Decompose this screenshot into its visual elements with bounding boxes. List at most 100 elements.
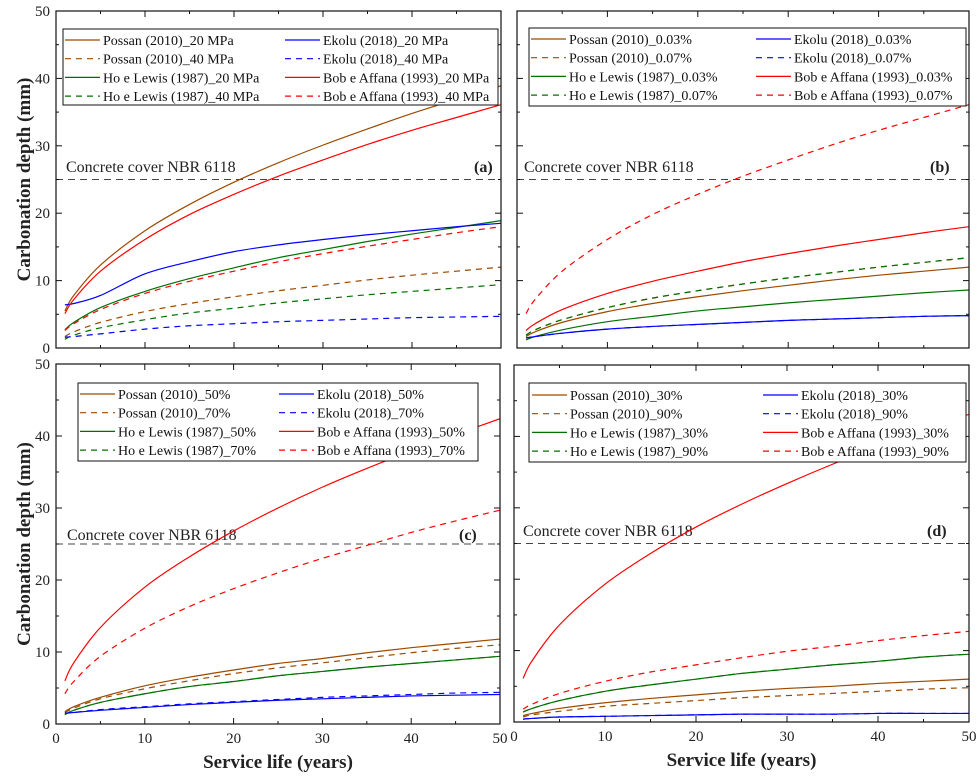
y-tick-label: 40 xyxy=(35,71,50,87)
legend-entry: Bob e Affana (1993)_50% xyxy=(317,425,465,440)
legend-entry: Bob e Affana (1993)_0.03% xyxy=(794,70,953,85)
series-line-ekolu-2018-90- xyxy=(523,712,969,720)
series-line-ho-e-lewis-1987-90- xyxy=(522,653,969,713)
legend: Possan (2010)_0.03% Possan (2010)_0.07% Ho… xyxy=(528,27,967,107)
series-line-bob-e-affana-1993-70- xyxy=(64,509,500,695)
y-tick-label: 50 xyxy=(35,357,50,373)
legend-entry: Ekolu (2018)_90% xyxy=(801,408,908,423)
y-tick-label: 10 xyxy=(35,645,50,661)
legend-entry: Bob e Affana (1993)_30% xyxy=(801,426,949,441)
series-line-possan-2010-30- xyxy=(522,678,969,717)
y-tick-label: 40 xyxy=(35,429,50,445)
series-line-bob-e-affana-1993-0-07- xyxy=(525,104,969,314)
series-line-ekolu-2018-40-mpa xyxy=(64,315,501,338)
y-tick-label: 20 xyxy=(35,206,50,222)
legend-entry: Possan (2010)_0.07% xyxy=(569,52,692,67)
legend-entry: Ho e Lewis (1987)_70% xyxy=(118,444,256,459)
legend-box xyxy=(77,382,479,462)
x-tick-label: 10 xyxy=(598,729,613,745)
legend-entry: Ho e Lewis (1987)_0.03% xyxy=(569,70,718,85)
x-axis-label: Service life (years) xyxy=(667,750,817,771)
legend-entry: Bob e Affana (1993)_40 MPa xyxy=(323,90,490,105)
series-line-ekolu-2018-0-03- xyxy=(525,315,969,339)
series-line-ho-e-lewis-1987-40-mpa xyxy=(64,284,501,340)
chart-panel-a: Concrete cover NBR 6118 (a) 0 10 20 30 40 50 Car… xyxy=(14,4,502,357)
series-line-possan-2010-20-mpa xyxy=(64,85,501,312)
x-tick-label: 30 xyxy=(780,729,795,745)
chart-panel-d: Concrete cover NBR 6118 (d) 0 10 20 30 40 50 Ser… xyxy=(510,364,977,771)
series-line-possan-2010-90- xyxy=(522,687,969,718)
legend-entry: Possan (2010)_90% xyxy=(570,408,683,423)
legend-entry: Ekolu (2018)_30% xyxy=(801,389,908,404)
legend-entry: Ekolu (2018)_0.07% xyxy=(794,52,912,67)
legend: Possan (2010)_50% Possan (2010)_70% Ho e L… xyxy=(77,382,479,462)
series-line-bob-e-affana-1993-40-mpa xyxy=(64,226,501,331)
legend-entry: Possan (2010)_30% xyxy=(570,389,683,404)
legend-box xyxy=(528,382,967,463)
y-tick-label: 10 xyxy=(35,274,50,290)
legend-entry: Possan (2010)_40 MPa xyxy=(103,53,234,68)
y-tick-label: 30 xyxy=(35,139,50,155)
panel-label: (d) xyxy=(927,523,947,540)
y-tick-label: 20 xyxy=(35,573,50,589)
y-tick-label: 30 xyxy=(35,501,50,517)
x-tick-label: 40 xyxy=(404,731,419,747)
series-group xyxy=(64,85,501,340)
y-tick-label: 50 xyxy=(35,4,50,20)
x-tick-label: 30 xyxy=(315,731,330,747)
legend: Possan (2010)_30% Possan (2010)_90% Ho e L… xyxy=(528,382,967,463)
legend-entry: Possan (2010)_20 MPa xyxy=(103,34,234,49)
x-tick-label: 50 xyxy=(962,729,977,745)
legend-entry: Bob e Affana (1993)_70% xyxy=(317,444,465,459)
y-axis-label: Carbonation depth (mm) xyxy=(14,442,35,646)
legend-entry: Ekolu (2018)_50% xyxy=(317,388,424,403)
chart-panel-c: Concrete cover NBR 6118 (c) 0 10 20 30 40 50 Car… xyxy=(14,357,508,773)
series-line-possan-2010-70- xyxy=(64,644,500,714)
x-tick-label: 0 xyxy=(52,731,60,747)
x-tick-label: 10 xyxy=(137,731,152,747)
series-group xyxy=(525,104,969,341)
legend-entry: Ekolu (2018)_0.03% xyxy=(794,33,912,48)
y-tick-label: 0 xyxy=(43,717,51,733)
series-line-ho-e-lewis-1987-50- xyxy=(64,655,500,716)
legend-entry: Ho e Lewis (1987)_40 MPa xyxy=(103,90,260,105)
series-line-ho-e-lewis-1987-30- xyxy=(522,653,969,713)
legend-entry: Ho e Lewis (1987)_20 MPa xyxy=(103,71,260,86)
reference-line-label: Concrete cover NBR 6118 xyxy=(523,523,693,540)
legend-entry: Ekolu (2018)_40 MPa xyxy=(323,53,449,68)
legend-entry: Ho e Lewis (1987)_50% xyxy=(118,425,256,440)
legend-entry: Possan (2010)_50% xyxy=(118,388,231,403)
chart-panel-b: Concrete cover NBR 6118 (b) Possan (2010)_… xyxy=(516,10,970,349)
x-axis-label: Service life (years) xyxy=(203,752,353,773)
series-line-possan-2010-0-03- xyxy=(525,266,969,338)
legend-entry: Possan (2010)_0.03% xyxy=(569,33,692,48)
series-line-ho-e-lewis-1987-20-mpa xyxy=(64,220,501,331)
reference-line-label: Concrete cover NBR 6118 xyxy=(524,159,694,176)
series-line-bob-e-affana-1993-0-03- xyxy=(525,226,969,331)
y-axis-label: Carbonation depth (mm) xyxy=(14,78,35,282)
series-line-bob-e-affana-1993-90- xyxy=(522,630,969,710)
panel-label: (a) xyxy=(474,159,493,176)
legend-entry: Ekolu (2018)_20 MPa xyxy=(323,34,449,49)
legend-entry: Ho e Lewis (1987)_30% xyxy=(570,426,708,441)
series-line-ho-e-lewis-1987-0-03- xyxy=(525,289,969,341)
series-line-ho-e-lewis-1987-0-07- xyxy=(525,257,969,336)
x-tick-label: 20 xyxy=(226,731,241,747)
legend-entry: Ho e Lewis (1987)_90% xyxy=(570,445,708,460)
legend: Possan (2010)_20 MPa Possan (2010)_40 MPa… xyxy=(62,28,499,106)
panel-label: (c) xyxy=(459,527,477,544)
legend-box xyxy=(528,27,967,107)
series-group xyxy=(64,418,500,716)
legend-box xyxy=(62,28,499,106)
legend-entry: Possan (2010)_70% xyxy=(118,407,231,422)
series-line-bob-e-affana-1993-20-mpa xyxy=(64,104,501,314)
legend-entry: Ekolu (2018)_70% xyxy=(317,407,424,422)
series-line-ekolu-2018-50- xyxy=(64,693,500,714)
legend-entry: Bob e Affana (1993)_0.07% xyxy=(794,89,953,104)
series-line-ho-e-lewis-1987-70- xyxy=(64,655,500,716)
series-line-ekolu-2018-70- xyxy=(64,691,500,714)
series-line-ekolu-2018-0-07- xyxy=(525,315,969,339)
y-tick-label: 0 xyxy=(43,341,51,357)
x-tick-label: 0 xyxy=(510,729,518,745)
